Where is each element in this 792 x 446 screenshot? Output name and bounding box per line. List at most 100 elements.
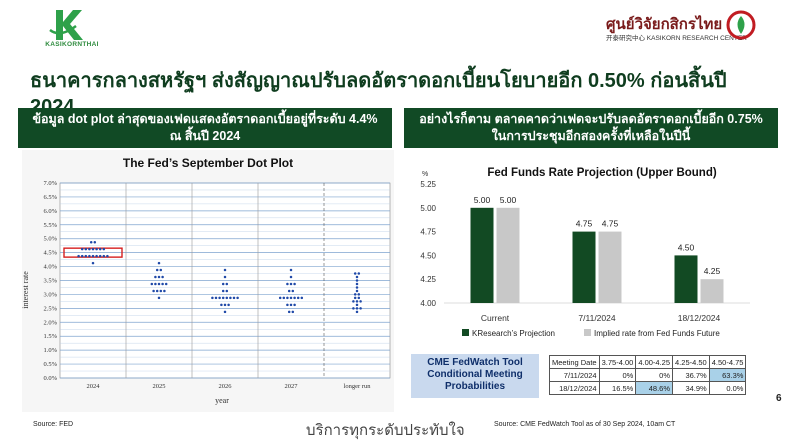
bar-chart-value-label: 4.75 xyxy=(602,219,619,229)
table-cell: 34.9% xyxy=(672,381,710,395)
bar-chart-y-tick-label: 4.00 xyxy=(420,299,436,308)
dot-plot-dot xyxy=(157,296,161,300)
dot-plot-dot xyxy=(93,240,97,244)
dot-plot-dot xyxy=(218,296,221,300)
dot-plot-dot xyxy=(282,296,286,300)
dot-plot-dot xyxy=(95,247,98,251)
dot-plot-dot xyxy=(353,296,357,300)
source-left: Source: FED xyxy=(33,421,74,428)
right-banner-line2: ในการประชุมอีกสองครั้งที่เหลือในปีนี้ xyxy=(491,129,691,143)
dot-plot-dot xyxy=(102,247,106,251)
bar-chart-x-tick-label: 7/11/2024 xyxy=(578,313,615,323)
bar-chart-value-label: 5.00 xyxy=(500,195,517,205)
right-banner-line1: อย่างไรก็ตาม ตลาดคาดว่าเฟดจะปรับลดอัตราด… xyxy=(419,112,763,126)
table-header-cell: Meeting Date xyxy=(549,355,600,369)
bar-chart-legend-swatch xyxy=(584,329,591,336)
table-cell: 18/12/2024 xyxy=(549,381,600,395)
bar-chart-value-label: 4.50 xyxy=(678,242,695,252)
cme-probability-table: Meeting Date 3.75-4.00 4.00-4.25 4.25-4.… xyxy=(549,355,747,395)
dot-plot-y-tick-label: 7.0% xyxy=(43,180,57,187)
dot-plot-dot xyxy=(291,289,295,293)
dot-plot-dot xyxy=(88,247,91,251)
krc-subtitle: 开泰研究中心 KASIKORN RESEARCH CENTER xyxy=(606,35,747,42)
dot-plot-dot xyxy=(286,296,289,300)
bar-chart-bar xyxy=(598,231,622,303)
dot-plot-dot xyxy=(154,275,157,279)
dot-plot-x-tick-label: 2026 xyxy=(219,383,233,390)
dot-plot-dot xyxy=(223,275,227,279)
footer-slogan: บริการทุกระดับประทับใจ xyxy=(306,422,465,439)
dot-plot-dot xyxy=(223,303,227,307)
bar-chart-legend-swatch xyxy=(462,329,469,336)
page-number: 6 xyxy=(776,393,782,404)
dot-plot-dot xyxy=(229,296,232,300)
dot-plot-dot xyxy=(220,303,223,307)
dot-plot-dot xyxy=(161,275,164,279)
dot-plot-dot xyxy=(289,282,293,286)
dot-plot-y-tick-label: 5.0% xyxy=(43,236,57,243)
table-cell-highlighted: 63.3% xyxy=(708,368,747,382)
bar-chart-y-tick-label: 4.50 xyxy=(420,251,436,260)
dot-plot-y-tick-label: 0.0% xyxy=(43,375,57,382)
dot-plot-dot xyxy=(154,282,157,286)
bar-chart-legend: KResearch’s Projection Implied rate from … xyxy=(462,329,720,338)
bar-chart-bar xyxy=(470,207,494,303)
table-header-cell: 4.50-4.75 xyxy=(708,355,747,369)
table-cell: 16.5% xyxy=(598,381,637,395)
bar-chart-legend-label: Implied rate from Fed Funds Future xyxy=(594,329,720,338)
dot-plot-dot xyxy=(91,247,95,251)
dot-plot-y-tick-label: 3.0% xyxy=(43,291,57,298)
bar-chart-y-tick-label: 5.25 xyxy=(420,180,436,189)
dot-plot-dot xyxy=(98,254,102,258)
dot-plot-dot xyxy=(102,254,106,258)
dot-plot-y-ticks: 0.0% 0.5% 1.0% 1.5% 2.0% 2.5% 3.0% 3.5% 4.0% 4.5%… xyxy=(43,180,57,382)
dot-plot-dot xyxy=(155,268,159,272)
dot-plot-chart: The Fed’s September Dot Plot 0.0% 0.5% 1.0… xyxy=(21,156,391,405)
dot-plot-dot xyxy=(223,310,227,314)
dot-plot-dot xyxy=(355,300,359,303)
dot-plot-dot xyxy=(84,254,88,258)
dot-plot-dot xyxy=(293,303,296,307)
dot-plot-dot xyxy=(286,282,289,286)
table-cell: 7/11/2024 xyxy=(549,368,600,382)
bar-chart-x-tick-label: 18/12/2024 xyxy=(678,313,721,323)
dot-plot-dot xyxy=(355,282,359,286)
dot-plot-dot xyxy=(359,307,362,310)
bar-chart-bar xyxy=(674,255,698,303)
dot-plot-dot xyxy=(89,240,93,244)
dot-plot-x-axis-title: year xyxy=(215,396,229,405)
bar-chart-y-ticks: 4.00 4.25 4.50 4.75 5.00 5.25 xyxy=(420,180,750,308)
dot-plot-dot xyxy=(293,282,296,286)
dot-plot-dot xyxy=(152,289,155,293)
dot-plot-y-tick-label: 4.5% xyxy=(43,250,57,257)
dot-plot-dot xyxy=(91,254,95,258)
dot-plot-dot xyxy=(95,254,98,258)
dot-plot-dot xyxy=(77,254,80,258)
dot-plot-x-tick-label: 2027 xyxy=(285,383,299,390)
dot-plot-dot xyxy=(159,268,163,272)
dot-plot-dots xyxy=(77,240,362,314)
table-row: 18/12/2024 16.5% 48.6% 34.9% 0.0% xyxy=(549,381,747,395)
left-banner-line2: ณ สิ้นปี 2024 xyxy=(169,129,241,143)
dot-plot-dot xyxy=(80,247,84,251)
fed-funds-bar-chart: Fed Funds Rate Projection (Upper Bound) … xyxy=(420,167,750,338)
dot-plot-dot xyxy=(352,300,355,303)
bar-chart-value-label: 4.75 xyxy=(576,219,593,229)
bar-chart-panel: Fed Funds Rate Projection (Upper Bound) … xyxy=(404,150,782,350)
source-right: Source: CME FedWatch Tool as of 30 Sep 2… xyxy=(494,421,676,428)
kbank-k-icon xyxy=(49,10,83,40)
table-cell: 36.7% xyxy=(672,368,710,382)
dot-plot-x-ticks: 2024 2025 2026 2027 longer run xyxy=(87,383,372,390)
bar-chart-y-unit: % xyxy=(422,171,428,178)
dot-plot-dot xyxy=(355,303,359,307)
dot-plot-dot xyxy=(80,254,84,258)
dot-plot-dot xyxy=(289,303,293,307)
left-banner: ข้อมูล dot plot ล่าสุดของเฟดแสดงอัตราดอก… xyxy=(18,108,392,148)
dot-plot-dot xyxy=(287,289,291,293)
dot-plot-dot xyxy=(355,286,359,289)
dot-plot-dot xyxy=(355,307,359,310)
bar-chart-y-tick-label: 4.25 xyxy=(420,275,436,284)
bar-chart-bar xyxy=(700,279,724,303)
table-header-cell: 4.25-4.50 xyxy=(672,355,710,369)
dot-plot-x-tick-label: longer run xyxy=(344,383,372,390)
